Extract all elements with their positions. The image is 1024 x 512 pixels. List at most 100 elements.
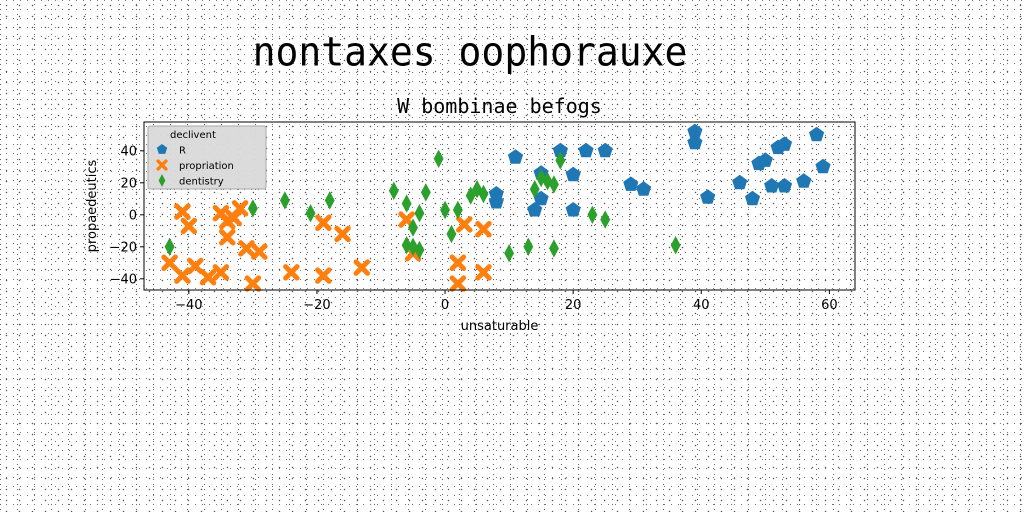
data-point (180, 217, 198, 235)
data-point (764, 178, 780, 193)
data-point (161, 254, 178, 272)
data-point (401, 236, 412, 255)
data-point (353, 259, 371, 276)
legend-label: propriation (179, 161, 234, 172)
legend-marker (156, 144, 168, 154)
data-point (174, 203, 191, 220)
axis-ticks: −40 −20 0 20 40 60 −40 −20 0 20 40 (110, 144, 838, 313)
data-point (623, 176, 639, 191)
data-point (212, 264, 230, 281)
figure-title: nontaxes oophorauxe (252, 28, 688, 76)
data-point (433, 149, 444, 168)
data-point (315, 214, 332, 232)
data-point (315, 267, 332, 284)
data-point (475, 264, 492, 281)
legend-marker (156, 159, 168, 171)
data-point (440, 200, 451, 220)
legend-label: dentistry (179, 177, 224, 188)
data-point (578, 142, 594, 158)
data-point (478, 184, 489, 204)
data-point (401, 194, 412, 213)
series-dentistry (164, 149, 681, 263)
data-point (449, 254, 467, 272)
data-point (527, 202, 543, 217)
data-point (456, 216, 473, 233)
data-point (809, 126, 825, 142)
data-point (548, 175, 559, 194)
data-point (283, 264, 300, 281)
x-axis-label: unsaturable (461, 319, 539, 334)
data-point (815, 158, 831, 174)
data-point (776, 178, 793, 193)
data-point (452, 200, 463, 220)
data-point (449, 275, 467, 292)
data-point (414, 240, 425, 260)
x-tick-label: −40 (175, 298, 202, 313)
data-point (324, 191, 335, 210)
data-point (164, 237, 175, 256)
data-point (199, 268, 217, 286)
legend-box (147, 125, 267, 190)
data-point (247, 199, 258, 218)
data-point (757, 152, 773, 167)
y-tick-label: −20 (110, 240, 137, 255)
y-axis-label: propaedeutics (85, 159, 100, 252)
data-point (687, 134, 703, 150)
x-tick-label: 60 (821, 298, 838, 313)
data-point (475, 220, 492, 238)
data-point (744, 190, 761, 206)
data-point (488, 186, 504, 201)
data-point (414, 204, 425, 223)
data-point (565, 202, 581, 217)
chart-title: W bombinae befogs (397, 94, 602, 118)
data-point (529, 180, 540, 199)
plot-frame (143, 121, 856, 291)
data-point (600, 210, 611, 229)
x-tick-label: 40 (693, 298, 710, 313)
data-point (334, 225, 351, 243)
data-point (565, 166, 581, 182)
data-point (597, 142, 613, 158)
y-tick-label: 0 (129, 208, 137, 223)
x-tick-label: 20 (565, 298, 582, 313)
data-point (552, 142, 568, 158)
data-point (504, 244, 515, 263)
data-point (687, 123, 703, 139)
data-point (732, 174, 748, 190)
data-point (251, 243, 268, 260)
data-point (796, 173, 812, 188)
data-point (670, 236, 681, 255)
data-point (219, 228, 236, 246)
data-point (542, 172, 553, 191)
series-R (488, 123, 831, 217)
data-point (555, 151, 566, 170)
data-point (388, 181, 399, 200)
data-point (533, 190, 549, 206)
data-point (507, 149, 524, 164)
data-point (472, 180, 483, 199)
data-point (446, 224, 457, 244)
data-point (700, 189, 716, 204)
data-point (174, 267, 191, 284)
data-point (420, 183, 431, 202)
legend-label: R (179, 146, 186, 157)
y-tick-label: 20 (120, 176, 137, 191)
data-point (244, 275, 262, 292)
data-point (523, 237, 534, 256)
x-tick-label: −20 (303, 298, 330, 313)
series-propriation (161, 200, 492, 292)
y-tick-label: 40 (120, 144, 137, 159)
data-point (305, 204, 316, 223)
legend-title: declivent (170, 130, 216, 141)
data-point (187, 257, 204, 275)
data-point (279, 191, 290, 210)
legend-marker (158, 174, 166, 187)
plot-marks (161, 123, 831, 292)
data-point (231, 200, 249, 217)
data-point (238, 240, 255, 257)
data-point (408, 218, 418, 237)
data-point (636, 181, 652, 196)
data-point (587, 205, 598, 224)
